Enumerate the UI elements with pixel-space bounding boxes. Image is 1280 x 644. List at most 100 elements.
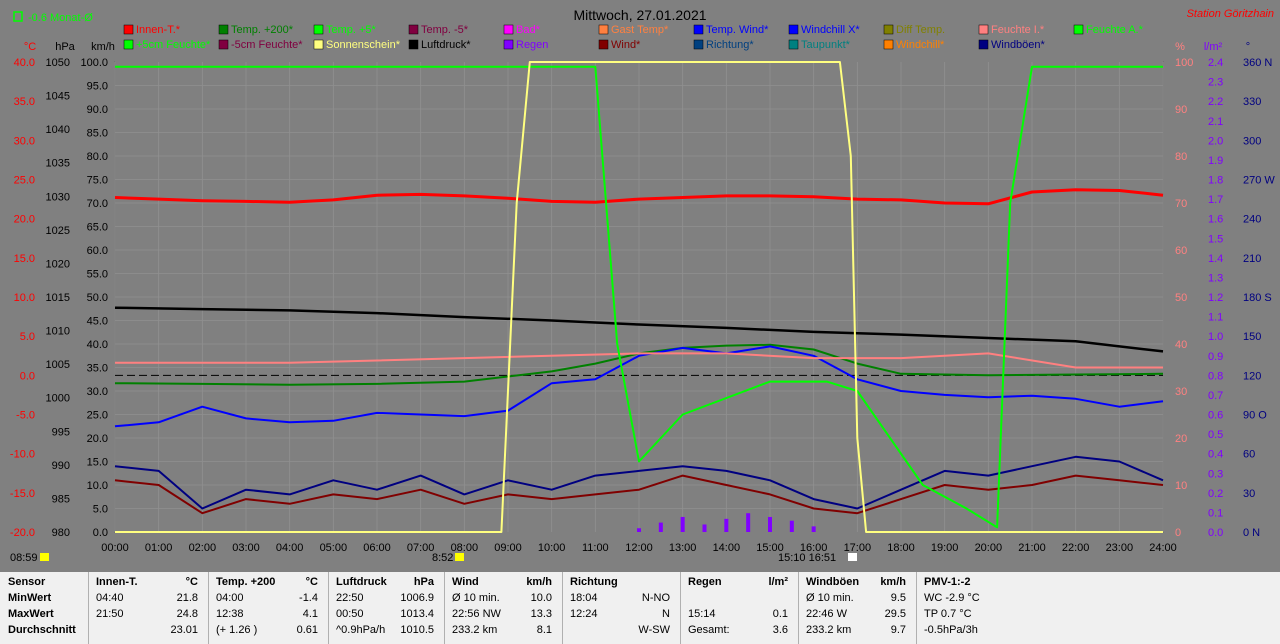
tick-label-rain: 2.4 — [1208, 57, 1223, 69]
tick-label-pressure: 1030 — [46, 191, 70, 203]
tick-label-direction: 30 — [1243, 488, 1255, 500]
legend-label: Feuchte A.* — [1086, 24, 1144, 36]
tick-label-wind: 55.0 — [87, 269, 108, 281]
tick-label-wind: 15.0 — [87, 457, 108, 469]
x-tick-label: 23:00 — [1106, 542, 1134, 554]
axis-label-humidity: % — [1175, 41, 1185, 53]
tick-label-wind: 5.0 — [93, 504, 108, 516]
tick-label-wind: 30.0 — [87, 386, 108, 398]
legend-label: Temp. Wind* — [706, 24, 769, 36]
tick-label-pressure: 1015 — [46, 292, 70, 304]
tick-label-pressure: 1050 — [46, 57, 70, 69]
x-tick-label: 05:00 — [320, 542, 348, 554]
tick-label-temp: -10.0 — [10, 449, 35, 461]
summary-column: Regen l/m² 15:14 0.1 Gesamt: 3.6 — [684, 576, 794, 644]
summary-cell-value: 24.8 — [176, 608, 198, 620]
summary-separator — [798, 572, 799, 644]
tick-label-rain: 2.2 — [1208, 96, 1223, 108]
tick-label-direction: 180 S — [1243, 292, 1272, 304]
summary-cell-label: Richtung — [570, 576, 618, 588]
tick-label-rain: 1.8 — [1208, 175, 1223, 187]
rain-bar — [789, 520, 794, 532]
rain-bar — [746, 513, 751, 532]
tick-label-rain: 1.4 — [1208, 253, 1223, 265]
legend-swatch — [408, 39, 419, 50]
summary-cell-label: Luftdruck — [336, 576, 387, 588]
tick-label-pressure: 985 — [52, 493, 70, 505]
legend-swatch — [693, 24, 704, 35]
summary-cell-value: 10.0 — [530, 592, 552, 604]
current-time-icon — [40, 553, 49, 561]
series-line — [115, 352, 1163, 369]
summary-row — [684, 592, 794, 608]
plot-series — [114, 61, 1164, 533]
summary-cell-label: 22:46 W — [806, 608, 847, 620]
summary-row: 22:50 1006.9 — [332, 592, 440, 608]
tick-label-humidity: 0 — [1175, 527, 1181, 539]
x-tick-label: 08:00 — [451, 542, 479, 554]
summary-header: Regen l/m² — [684, 576, 794, 592]
legend-swatch — [788, 24, 799, 35]
summary-cell-value: °C — [185, 576, 198, 588]
summary-cell-value: km/h — [526, 576, 552, 588]
axis-label-pressure: hPa — [55, 41, 75, 53]
x-tick-label: 00:00 — [101, 542, 129, 554]
summary-cell-label: 00:50 — [336, 608, 364, 620]
x-tick-label: 22:00 — [1062, 542, 1090, 554]
x-tick-label: 18:00 — [887, 542, 915, 554]
chart-axes: °C 40.0 35.0 30.0 25.0 20.0 15.0 10.0 5.0 0.0 -5.0… — [10, 41, 1275, 554]
tick-label-rain: 1.1 — [1208, 312, 1223, 324]
summary-separator — [916, 572, 917, 644]
x-tick-label: 10:00 — [538, 542, 566, 554]
x-tick-label: 01:00 — [145, 542, 173, 554]
summary-cell-value: 0.1 — [772, 608, 788, 620]
series-line — [115, 61, 1163, 533]
summary-cell-label: 233.2 km — [806, 624, 852, 636]
tick-label-wind: 20.0 — [87, 433, 108, 445]
legend-label: Regen — [516, 39, 548, 51]
tick-label-rain: 1.2 — [1208, 292, 1223, 304]
rain-bar — [658, 522, 663, 532]
summary-row: 22:46 W 29.5 — [802, 608, 912, 624]
summary-cell-label: Wind — [452, 576, 479, 588]
legend-label: Windböen* — [991, 39, 1046, 51]
summary-cell-value: 13.3 — [530, 608, 552, 620]
x-tick-label: 02:00 — [189, 542, 217, 554]
tick-label-direction: 90 O — [1243, 410, 1267, 422]
x-tick-label: 04:00 — [276, 542, 304, 554]
month-avg-marker — [13, 11, 23, 22]
tick-label-wind: 65.0 — [87, 222, 108, 234]
summary-cell-label: Gesamt: — [688, 624, 730, 636]
legend-swatch — [313, 24, 324, 35]
tick-label-rain: 0.2 — [1208, 488, 1223, 500]
x-tick-label: 07:00 — [407, 542, 435, 554]
sunset-label: 15:10 16:51 — [778, 552, 836, 564]
summary-row: 23.01 — [92, 624, 204, 640]
summary-cell-value: 3.6 — [772, 624, 788, 636]
tick-label-temp: 35.0 — [14, 96, 35, 108]
tick-label-wind: 80.0 — [87, 151, 108, 163]
legend-label: Sonnenschein* — [326, 39, 401, 51]
summary-separator — [562, 572, 563, 644]
summary-cell-label: Durchschnitt — [8, 624, 76, 636]
summary-cell-value: 9.5 — [890, 592, 906, 604]
summary-header: Luftdruck hPa — [332, 576, 440, 592]
summary-column: Luftdruck hPa 22:50 1006.9 00:50 1013.4 ^0.9hP… — [332, 576, 440, 644]
summary-row: Ø 10 min. 9.5 — [802, 592, 912, 608]
rain-bar — [702, 524, 707, 532]
summary-cell-value: °C — [305, 576, 318, 588]
summary-header: Sensor — [8, 576, 84, 592]
x-tick-label: 21:00 — [1018, 542, 1046, 554]
summary-cell-label: Regen — [688, 576, 722, 588]
x-tick-label: 15:00 — [756, 542, 784, 554]
tick-label-humidity: 40 — [1175, 339, 1187, 351]
summary-row: 12:24 N — [566, 608, 676, 624]
rain-bar — [680, 516, 685, 532]
summary-row: MinWert — [8, 592, 84, 608]
tick-label-pressure: 1005 — [46, 359, 70, 371]
tick-label-pressure: 990 — [52, 460, 70, 472]
tick-label-rain: 0.7 — [1208, 390, 1223, 402]
tick-label-wind: 60.0 — [87, 245, 108, 257]
tick-label-rain: 0.8 — [1208, 370, 1223, 382]
tick-label-temp: 5.0 — [20, 331, 35, 343]
